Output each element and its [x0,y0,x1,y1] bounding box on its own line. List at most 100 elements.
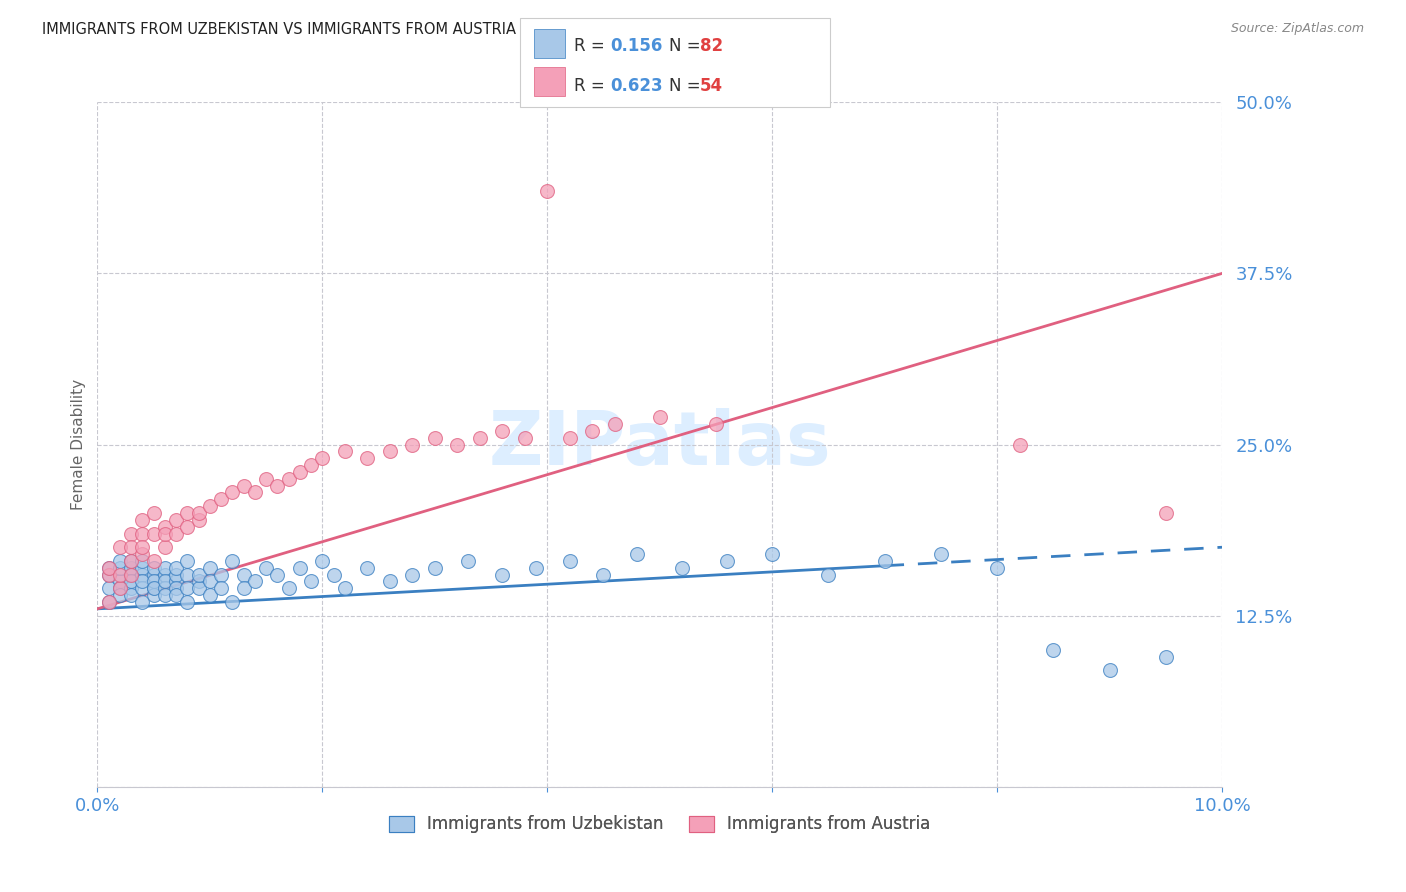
Point [187,513,209,527]
Point [108,541,131,555]
Point [333,582,356,596]
Point [176,519,198,533]
Point [423,561,446,575]
Point [401,567,423,582]
Point [131,554,153,568]
Point [198,561,221,575]
Text: R =: R = [574,77,610,95]
Point [142,574,165,589]
Point [716,554,738,568]
Point [120,582,142,596]
Point [581,424,603,438]
Point [108,588,131,602]
Point [97,582,120,596]
Text: R =: R = [574,37,610,55]
Point [142,526,165,541]
Point [254,561,277,575]
Point [986,561,1008,575]
Point [120,541,142,555]
Point [288,561,311,575]
Point [176,595,198,609]
Text: 0.156: 0.156 [610,37,662,55]
Point [209,492,232,507]
Point [221,485,243,500]
Point [153,567,176,582]
Point [142,561,165,575]
Point [648,410,671,425]
Point [142,506,165,520]
Point [165,513,187,527]
Point [288,465,311,479]
Point [232,567,254,582]
Point [423,431,446,445]
Point [524,561,547,575]
Point [817,567,839,582]
Point [131,561,153,575]
Point [120,567,142,582]
Point [558,431,581,445]
Point [176,582,198,596]
Legend: Immigrants from Uzbekistan, Immigrants from Austria: Immigrants from Uzbekistan, Immigrants f… [382,809,936,840]
Point [165,526,187,541]
Point [97,567,120,582]
Point [446,437,468,451]
Point [97,595,120,609]
Point [142,554,165,568]
Point [131,595,153,609]
Point [165,582,187,596]
Text: ZIPatlas: ZIPatlas [488,408,831,481]
Point [243,485,266,500]
Point [97,561,120,575]
Point [153,574,176,589]
Point [457,554,479,568]
Point [266,567,288,582]
Point [1098,664,1121,678]
Point [468,431,491,445]
Text: N =: N = [669,37,706,55]
Point [333,444,356,458]
Text: 54: 54 [700,77,723,95]
Point [356,451,378,466]
Text: IMMIGRANTS FROM UZBEKISTAN VS IMMIGRANTS FROM AUSTRIA FEMALE DISABILITY CORRELAT: IMMIGRANTS FROM UZBEKISTAN VS IMMIGRANTS… [42,22,824,37]
Point [378,444,401,458]
Point [142,582,165,596]
Text: 0.623: 0.623 [610,77,662,95]
Point [671,561,693,575]
Point [120,574,142,589]
Point [221,554,243,568]
Point [131,526,153,541]
Point [142,567,165,582]
Point [165,561,187,575]
Point [108,567,131,582]
Point [491,424,513,438]
Point [120,554,142,568]
Point [254,472,277,486]
Point [311,451,333,466]
Point [221,595,243,609]
Point [153,588,176,602]
Point [232,478,254,492]
Point [97,561,120,575]
Point [209,567,232,582]
Point [176,567,198,582]
Point [120,526,142,541]
Point [626,547,648,561]
Point [209,582,232,596]
Point [97,567,120,582]
Text: N =: N = [669,77,706,95]
Point [108,561,131,575]
Point [592,567,614,582]
Point [176,554,198,568]
Point [266,478,288,492]
Point [176,506,198,520]
Point [131,513,153,527]
Point [153,519,176,533]
Point [187,506,209,520]
Point [142,582,165,596]
Point [108,574,131,589]
Point [761,547,783,561]
Point [311,554,333,568]
Point [277,582,299,596]
Point [165,588,187,602]
Point [322,567,344,582]
